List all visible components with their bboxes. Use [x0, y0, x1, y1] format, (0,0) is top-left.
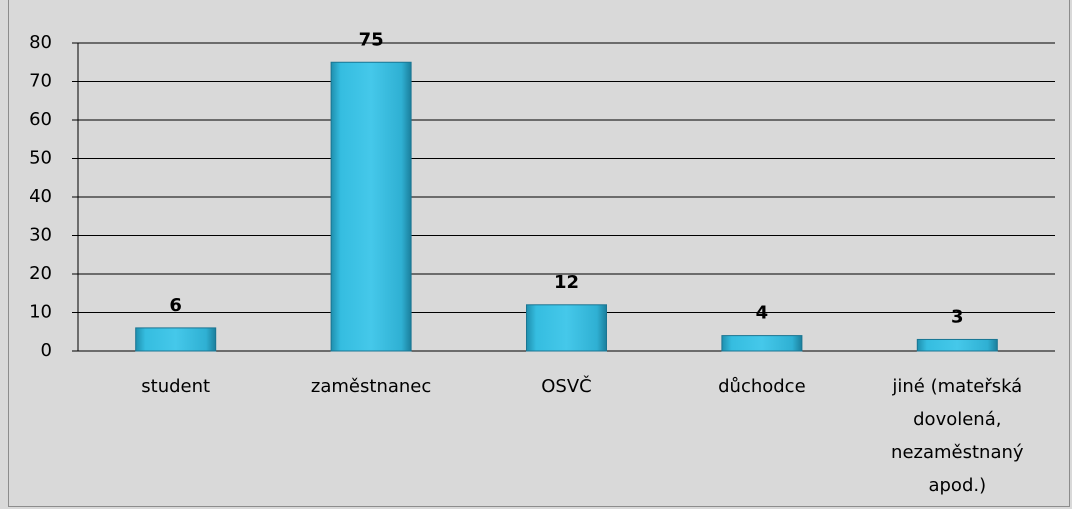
data-label: 75 [359, 29, 384, 50]
bar [526, 304, 607, 352]
x-tick-label: student [141, 376, 211, 397]
data-label: 6 [169, 295, 182, 316]
y-tick-label: 80 [29, 32, 52, 53]
x-tick-label: jiné (mateřská dovolená, nezaměstnaný ap… [891, 376, 1024, 496]
y-tick-label: 60 [29, 109, 52, 130]
bar [135, 327, 217, 352]
data-label: 4 [756, 303, 769, 324]
y-tick-label: 40 [29, 186, 52, 207]
data-label: 12 [554, 272, 579, 293]
y-tick-label: 0 [41, 340, 52, 361]
data-label: 3 [951, 306, 964, 327]
y-tick-label: 50 [29, 148, 52, 169]
y-tick-label: 10 [29, 302, 52, 323]
bar [721, 335, 803, 352]
bar [330, 61, 412, 352]
bar [916, 338, 998, 352]
x-tick-label: zaměstnanec [310, 376, 432, 397]
chart-frame [8, 0, 1070, 507]
y-tick-label: 20 [29, 263, 52, 284]
y-tick-label: 70 [29, 71, 52, 92]
y-tick-label: 30 [29, 225, 52, 246]
x-tick-label: OSVČ [541, 376, 592, 397]
x-tick-label: důchodce [718, 376, 806, 397]
